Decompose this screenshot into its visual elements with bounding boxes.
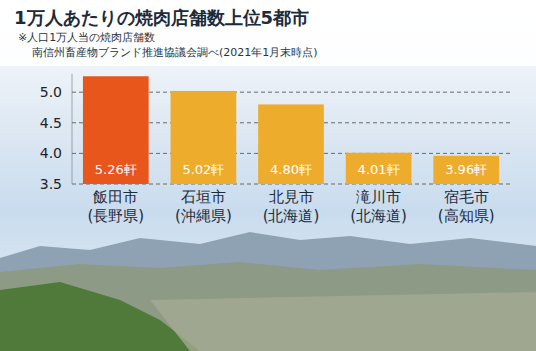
chart-svg: 1万人あたりの焼肉店舗数上位5都市 ※人口1万人当の焼肉店舗数南信州畜産物ブランド… xyxy=(0,0,536,351)
bar xyxy=(433,156,499,184)
category-label-line: (高知県) xyxy=(438,207,495,225)
category-label-line: 北見市 xyxy=(269,188,314,206)
category-label-line: (長野県) xyxy=(87,207,144,225)
town xyxy=(0,262,536,351)
bars xyxy=(83,76,499,184)
subtitle: ※人口1万人当の焼肉店舗数 xyxy=(18,31,155,44)
fields xyxy=(150,292,536,351)
category-label: 宿毛市(高知県) xyxy=(438,188,495,225)
category-label-line: (沖縄県) xyxy=(175,207,232,225)
data-label: 5.02軒 xyxy=(182,162,224,177)
category-label-line: (北海道) xyxy=(350,207,407,225)
y-tick-label: 4.0 xyxy=(40,145,62,161)
y-tick-label: 4.5 xyxy=(40,115,62,131)
bar xyxy=(83,76,149,184)
category-label-line: (北海道) xyxy=(263,207,320,225)
y-tick-label: 3.5 xyxy=(40,176,62,192)
category-label: 石垣市(沖縄県) xyxy=(175,188,232,225)
category-label-line: 石垣市 xyxy=(181,188,226,206)
data-label: 4.80軒 xyxy=(270,162,312,177)
data-label: 5.26軒 xyxy=(95,162,137,177)
category-label: 滝川市(北海道) xyxy=(350,188,407,225)
bar xyxy=(346,153,412,184)
mountains xyxy=(0,232,536,351)
chart-container: 1万人あたりの焼肉店舗数上位5都市 ※人口1万人当の焼肉店舗数南信州畜産物ブランド… xyxy=(0,0,536,351)
title: 1万人あたりの焼肉店舗数上位5都市 xyxy=(14,7,309,28)
bar xyxy=(258,104,324,184)
category-label: 飯田市(長野県) xyxy=(87,188,144,225)
header-background xyxy=(0,0,536,66)
category-label-line: 飯田市 xyxy=(93,188,138,206)
source: 南信州畜産物ブランド推進協議会調べ(2021年1月末時点) xyxy=(32,46,318,59)
category-label: 北見市(北海道) xyxy=(263,188,320,225)
category-label-line: 滝川市 xyxy=(356,188,401,206)
y-tick-label: 5.0 xyxy=(40,84,62,100)
background xyxy=(0,0,536,351)
data-label: 4.01軒 xyxy=(358,162,400,177)
bar xyxy=(171,91,237,184)
data-label: 3.96軒 xyxy=(445,162,487,177)
y-axis-line xyxy=(72,74,73,184)
category-label-line: 宿毛市 xyxy=(444,188,489,206)
